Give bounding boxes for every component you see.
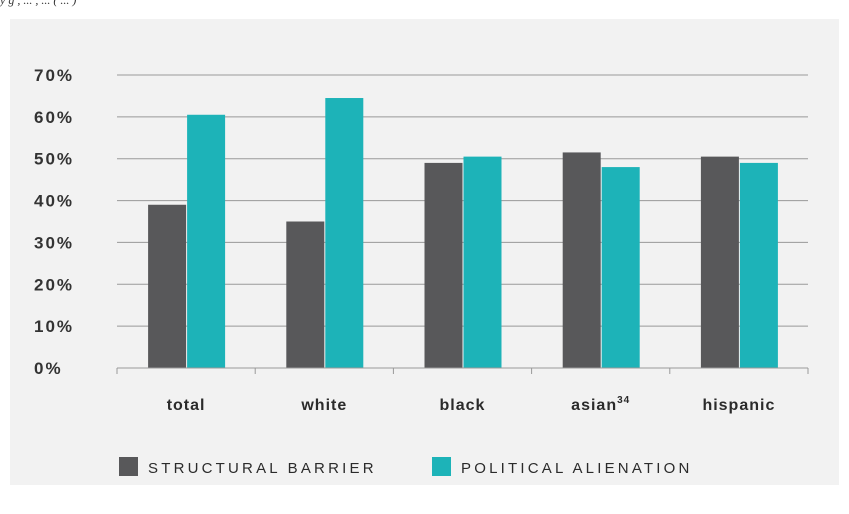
legend: STRUCTURAL BARRIER POLITICAL ALIENATION <box>119 457 693 477</box>
y-tick-label: 20% <box>34 275 74 294</box>
bar-political-alienation <box>325 98 364 369</box>
y-tick-label: 0% <box>34 359 63 378</box>
bar-political-alienation <box>187 114 226 368</box>
legend-label-political-alienation: POLITICAL ALIENATION <box>461 460 693 477</box>
x-tick-label: total <box>167 397 206 414</box>
y-tick-label: 30% <box>34 233 74 252</box>
legend-swatch-structural-barrier <box>119 457 138 476</box>
x-tick-label: black <box>440 397 486 414</box>
x-tick-label: white <box>300 397 347 414</box>
legend-label-structural-barrier: STRUCTURAL BARRIER <box>148 460 377 477</box>
bar-political-alienation <box>601 167 640 368</box>
bar-structural-barrier <box>424 162 463 368</box>
y-tick-label: 50% <box>34 150 74 169</box>
y-tick-label: 10% <box>34 317 74 336</box>
legend-swatch-political-alienation <box>432 457 451 476</box>
bar-structural-barrier <box>700 156 739 368</box>
bar-political-alienation <box>739 162 778 368</box>
bar-structural-barrier <box>286 221 325 368</box>
x-tick-label: asian34 <box>571 395 630 414</box>
x-tick-label: hispanic <box>702 397 775 414</box>
y-tick-label: 70% <box>34 66 74 85</box>
y-tick-label: 60% <box>34 108 74 127</box>
bars <box>148 98 778 369</box>
y-tick-label: 40% <box>34 192 74 211</box>
gridlines <box>117 74 808 327</box>
x-axis: total white black asian34 hispanic <box>116 367 809 414</box>
cropped-header-fragment: y g , ... , ... ( ... ) <box>0 0 77 7</box>
bar-structural-barrier <box>562 152 601 368</box>
y-axis: 0% 10% 20% 30% 40% 50% 60% 70% <box>34 66 74 378</box>
bar-structural-barrier <box>148 204 187 368</box>
footnote-superscript: 34 <box>617 395 630 406</box>
bar-political-alienation <box>463 156 502 368</box>
cropped-header-text: y g , ... , ... ( ... ) <box>0 0 849 10</box>
